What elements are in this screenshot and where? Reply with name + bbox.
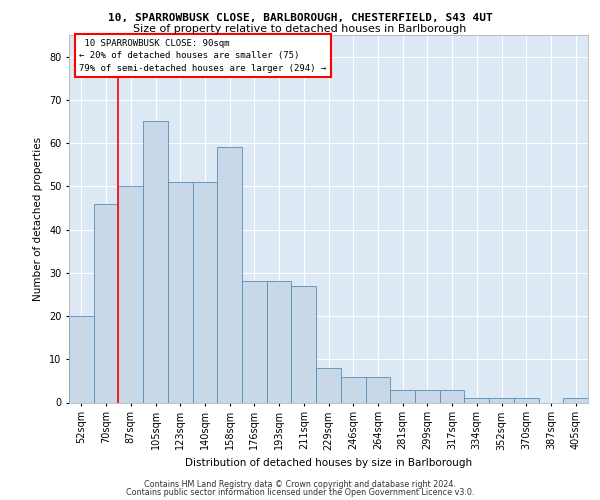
Bar	[489, 398, 514, 402]
Bar	[292, 286, 316, 403]
Y-axis label: Number of detached properties: Number of detached properties	[34, 136, 43, 301]
Bar	[365, 376, 390, 402]
Text: 10, SPARROWBUSK CLOSE, BARLBOROUGH, CHESTERFIELD, S43 4UT: 10, SPARROWBUSK CLOSE, BARLBOROUGH, CHES…	[107, 12, 493, 22]
Bar	[193, 182, 217, 402]
Bar	[390, 390, 415, 402]
Bar	[316, 368, 341, 402]
Bar	[464, 398, 489, 402]
Bar	[514, 398, 539, 402]
Text: 10 SPARROWBUSK CLOSE: 90sqm 
← 20% of detached houses are smaller (75)
79% of se: 10 SPARROWBUSK CLOSE: 90sqm ← 20% of det…	[79, 38, 326, 72]
Text: Contains HM Land Registry data © Crown copyright and database right 2024.: Contains HM Land Registry data © Crown c…	[144, 480, 456, 489]
Bar	[563, 398, 588, 402]
Bar	[69, 316, 94, 402]
Bar	[341, 376, 365, 402]
Bar	[143, 122, 168, 402]
Bar	[94, 204, 118, 402]
Bar	[168, 182, 193, 402]
Text: Size of property relative to detached houses in Barlborough: Size of property relative to detached ho…	[133, 24, 467, 34]
Bar	[242, 282, 267, 403]
Bar	[267, 282, 292, 403]
Bar	[440, 390, 464, 402]
Text: Contains public sector information licensed under the Open Government Licence v3: Contains public sector information licen…	[126, 488, 474, 497]
X-axis label: Distribution of detached houses by size in Barlborough: Distribution of detached houses by size …	[185, 458, 472, 468]
Bar	[217, 148, 242, 402]
Bar	[415, 390, 440, 402]
Bar	[118, 186, 143, 402]
